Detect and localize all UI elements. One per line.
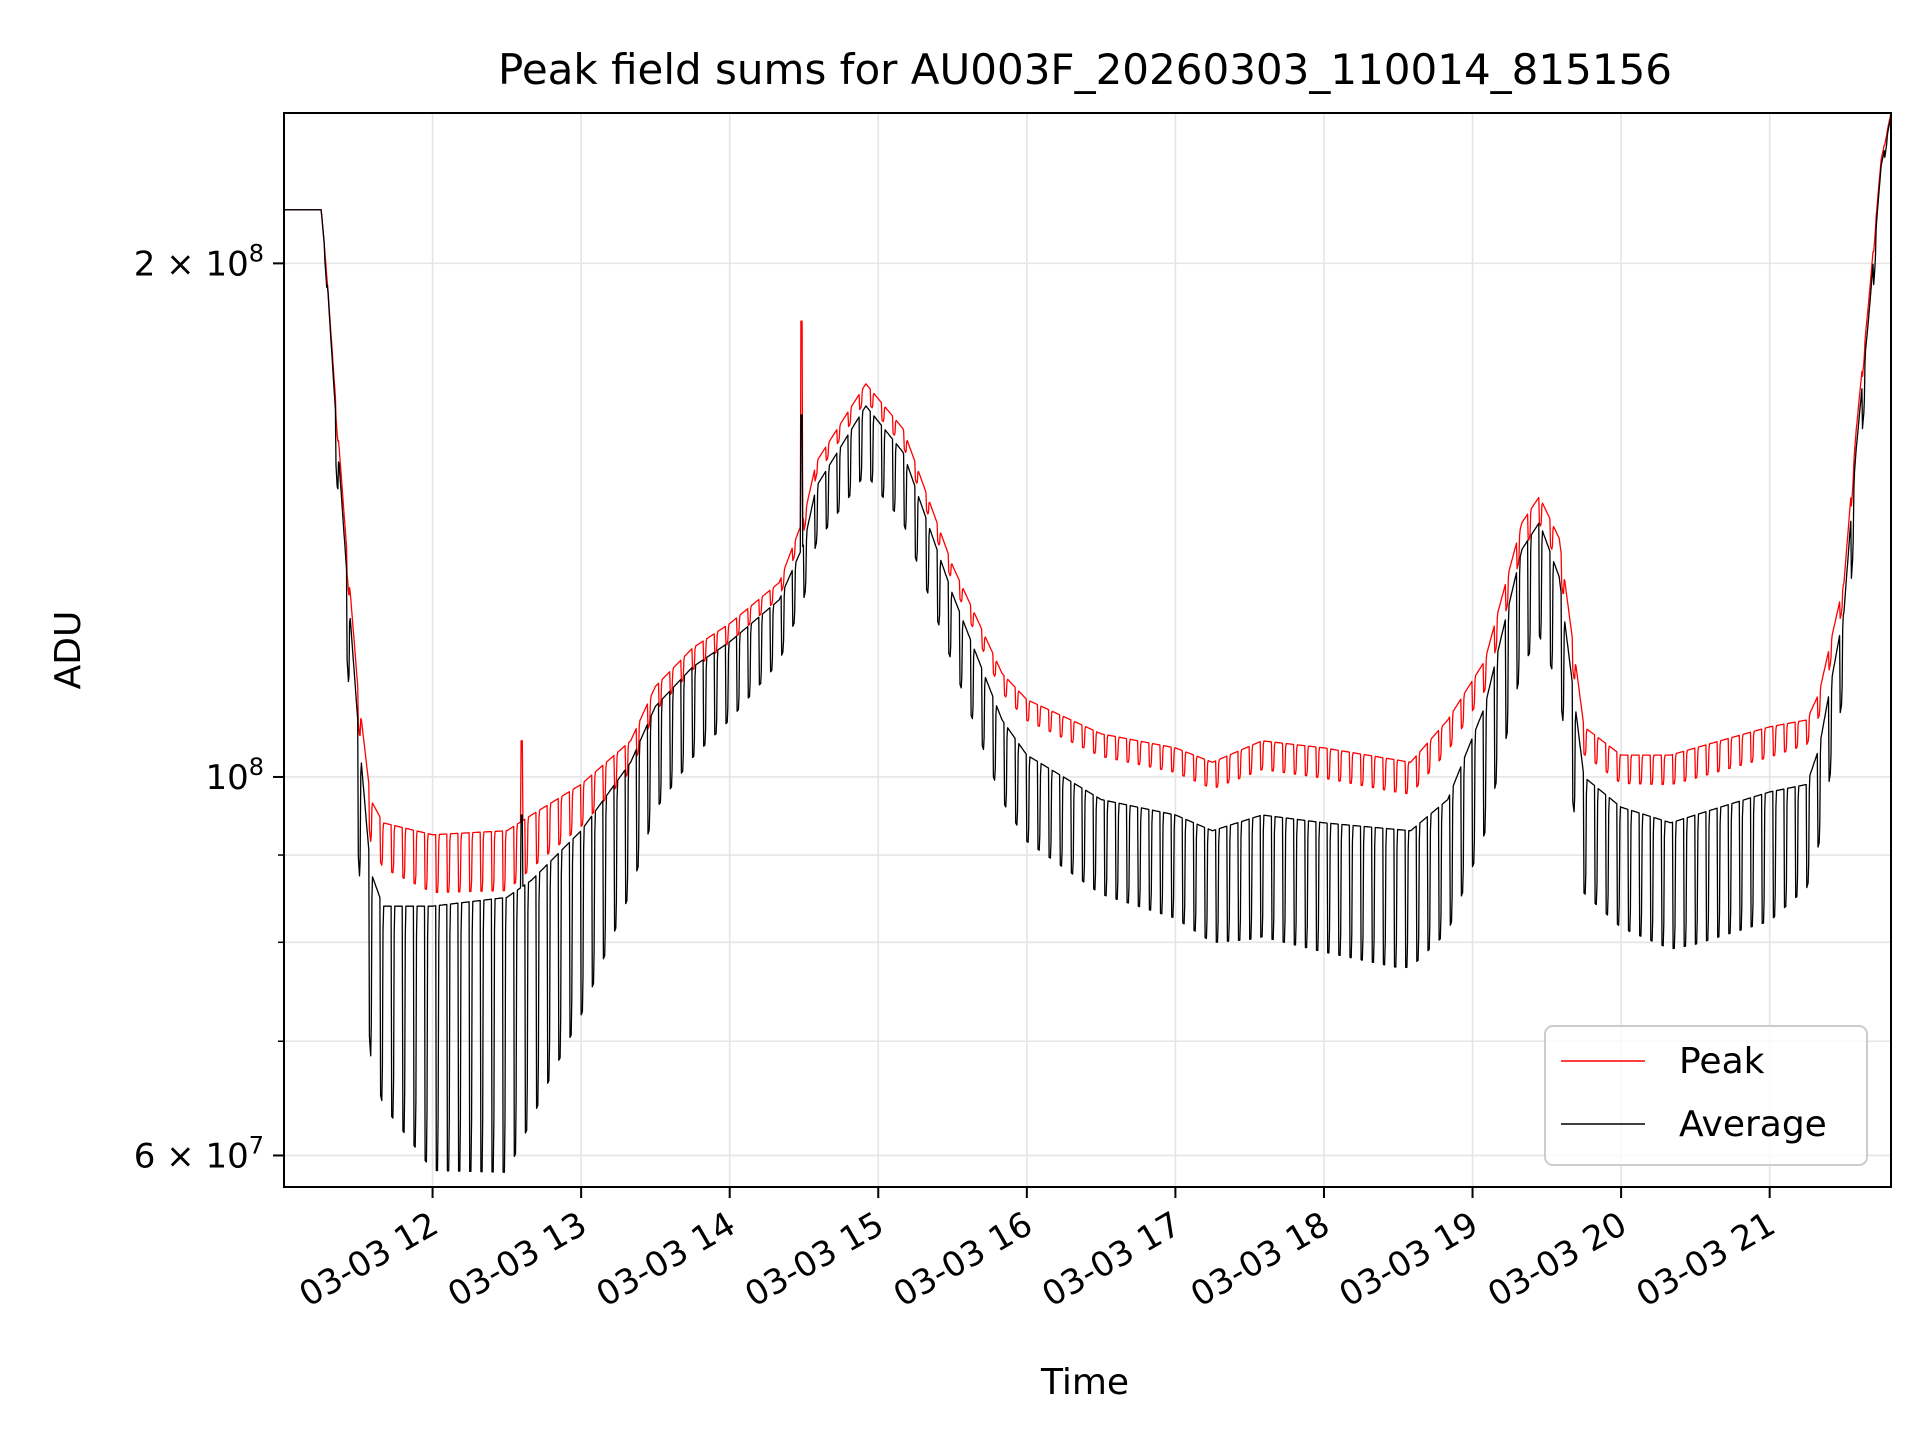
plot-area — [284, 113, 1891, 1173]
y-axis-label: ADU — [48, 611, 89, 690]
legend-peak-label: Peak — [1679, 1041, 1765, 1082]
series-line-average — [284, 115, 1891, 1173]
y-tick-label: 2 × 108 — [134, 239, 264, 284]
legend-average-label: Average — [1679, 1104, 1827, 1145]
y-tick-label: 108 — [205, 753, 264, 798]
chart-title: Peak field sums for AU003F_20260303_1100… — [498, 45, 1672, 94]
x-axis-label: Time — [1040, 1362, 1129, 1403]
y-tick-label: 6 × 107 — [134, 1131, 264, 1176]
legend: Peak Average — [1544, 1025, 1868, 1166]
series-line-peak — [284, 113, 1891, 894]
plot-frame — [283, 112, 1892, 1188]
